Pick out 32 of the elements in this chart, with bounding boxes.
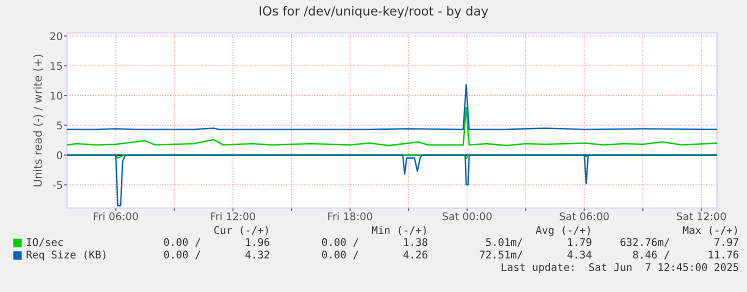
y-tick-label: 15 (50, 62, 62, 70)
text: Last update: Sat Jun 7 12:45:00 2025 (502, 262, 738, 274)
text: 72.51m/ 4.34 (480, 250, 592, 260)
line-series (67, 106, 717, 146)
x-tick-label: Sat 12:00 (676, 212, 726, 220)
line-series (67, 154, 717, 206)
x-tick-label: Fri 06:00 (94, 212, 138, 220)
y-tick-label: 5 (57, 122, 62, 130)
text: 0.00 / 1.38 (322, 238, 428, 247)
y-tick-label: 10 (50, 92, 62, 100)
y-tick-label: -5 (52, 181, 62, 189)
x-tick-label: Fri 12:00 (211, 212, 256, 220)
text: 8.46 / 11.76 (633, 250, 738, 260)
text: 5.01m/ 1.79 (486, 238, 592, 247)
x-tick-label: Sat 06:00 (560, 212, 609, 220)
chart-title: IOs for /dev/unique-key/root - by day (260, 6, 488, 18)
text: 632.76m/ 7.97 (620, 238, 738, 247)
text: Cur (-/+) (214, 226, 268, 236)
x-tick-label: Fri 18:00 (328, 212, 372, 220)
text: Min (-/+) (372, 226, 426, 236)
text: 0.00 / 1.96 (164, 238, 270, 247)
legend-label: Req Size (KB) (26, 250, 106, 261)
y-tick-label: 0 (56, 151, 62, 160)
text: 0.00 / 4.32 (164, 250, 270, 260)
y-tick-label: 20 (50, 32, 62, 40)
x-tick-label: Sat 00:00 (442, 212, 492, 220)
text: Max (-/+) (682, 226, 737, 236)
text: Avg (-/+) (536, 226, 590, 236)
y-axis-title: Units read (-) / write (+) (33, 54, 44, 186)
legend-label: IO/sec (27, 238, 63, 247)
line-series (67, 84, 717, 130)
text: 0.00 / 4.26 (322, 250, 428, 260)
